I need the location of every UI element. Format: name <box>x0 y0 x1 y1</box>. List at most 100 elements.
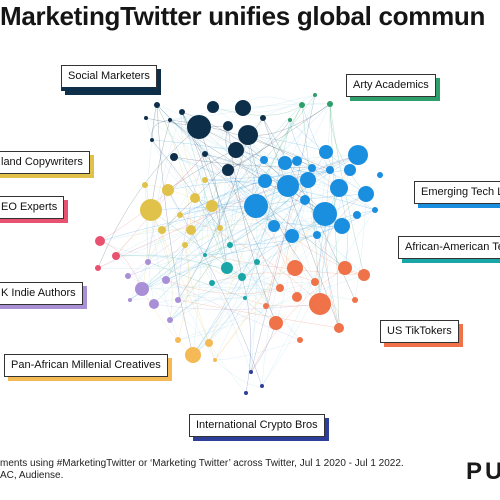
network-edge <box>150 209 179 341</box>
node-emerging-tech <box>348 145 368 165</box>
node-emerging-tech <box>260 156 268 164</box>
network-edge <box>227 169 281 289</box>
network-edge <box>250 305 267 373</box>
node-us-tiktokers <box>287 260 303 276</box>
label-arty-academics: Arty Academics <box>346 74 436 97</box>
page-title: MarketingTwitter unifies global commun <box>0 1 486 31</box>
node-seo-experts <box>95 265 101 271</box>
network-edge <box>141 225 275 290</box>
node-copywriters <box>206 200 218 212</box>
network-edge <box>211 282 246 299</box>
network-edge <box>214 359 263 387</box>
node-arty-academics <box>299 102 305 108</box>
node-arty-academics <box>313 93 317 97</box>
network-edge <box>97 126 200 269</box>
node-copywriters <box>202 177 208 183</box>
network-edge <box>262 117 356 301</box>
node-us-tiktokers <box>297 337 303 343</box>
network-edge <box>319 187 340 305</box>
network-edge <box>99 240 206 257</box>
network-edge <box>147 261 246 299</box>
network-edge <box>165 213 326 281</box>
node-arty-academics <box>288 118 292 122</box>
network-edge <box>177 299 340 329</box>
network-edge <box>167 189 263 387</box>
node-pan-african <box>213 358 217 362</box>
node-indie-authors <box>135 282 149 296</box>
network-edge <box>250 205 258 373</box>
node-social-marketers <box>235 100 251 116</box>
network-edge <box>151 139 221 229</box>
network-edge <box>147 197 196 263</box>
network-edge <box>227 119 291 171</box>
network-edge <box>244 119 291 299</box>
node-emerging-tech <box>313 231 321 239</box>
network-edge <box>156 104 346 269</box>
network-edge <box>275 167 313 324</box>
network-edge <box>169 119 267 307</box>
network-edge <box>177 274 365 341</box>
network-edge <box>153 281 316 305</box>
node-us-tiktokers <box>311 278 319 286</box>
network-edge <box>153 303 321 310</box>
network-edge <box>141 205 213 290</box>
node-social-marketers <box>179 109 185 115</box>
network-edge <box>294 187 340 269</box>
node-emerging-tech <box>258 174 272 188</box>
network-edge <box>263 159 331 173</box>
network-edges <box>97 94 381 394</box>
network-edge <box>198 126 376 211</box>
network-edge <box>127 275 246 299</box>
node-indie-authors <box>162 276 170 284</box>
network-edge <box>165 209 376 281</box>
node-arty-academics <box>327 101 333 107</box>
network-edge <box>169 104 303 321</box>
node-seo-experts <box>112 252 120 260</box>
node-us-tiktokers <box>338 261 352 275</box>
node-african-american <box>243 296 247 300</box>
network-edge <box>262 103 331 119</box>
network-edge <box>165 279 301 341</box>
node-copywriters <box>182 242 188 248</box>
node-us-tiktokers <box>263 303 269 309</box>
network-edge <box>150 119 171 211</box>
network-edge <box>97 261 258 270</box>
network-edge <box>156 104 194 356</box>
node-crypto <box>249 370 253 374</box>
node-social-marketers <box>222 164 234 176</box>
node-emerging-tech <box>377 172 383 178</box>
node-us-tiktokers <box>334 323 344 333</box>
network-edge <box>97 154 359 269</box>
network-edge <box>204 153 306 201</box>
network-edge <box>169 193 367 321</box>
node-african-american <box>221 262 233 274</box>
network-edge <box>261 169 351 387</box>
network-edge <box>141 187 340 290</box>
node-emerging-tech <box>308 164 316 172</box>
node-indie-authors <box>145 259 151 265</box>
network-edge <box>325 169 340 329</box>
network-edge <box>192 151 327 356</box>
network-edge <box>208 205 257 344</box>
network-edge <box>198 126 213 284</box>
network-edge <box>169 267 296 321</box>
network-edge <box>198 126 376 211</box>
node-social-marketers <box>223 121 233 131</box>
network-edge <box>264 104 303 182</box>
network-edge <box>177 153 206 301</box>
node-social-marketers <box>202 151 208 157</box>
node-emerging-tech <box>372 207 378 213</box>
network-edge <box>173 156 313 169</box>
node-emerging-tech <box>344 164 356 176</box>
network-edge <box>141 94 316 290</box>
network-edge <box>177 281 316 301</box>
node-social-marketers <box>170 153 178 161</box>
label-african-american: African-American Te <box>398 236 500 259</box>
network-edge <box>190 162 286 231</box>
node-copywriters <box>186 225 196 235</box>
node-emerging-tech <box>277 175 299 197</box>
footer-note: ments using #MarketingTwitter or ‘Market… <box>0 458 404 482</box>
network-edge <box>229 117 264 246</box>
network-edge <box>229 117 264 246</box>
network-edge <box>242 96 303 109</box>
